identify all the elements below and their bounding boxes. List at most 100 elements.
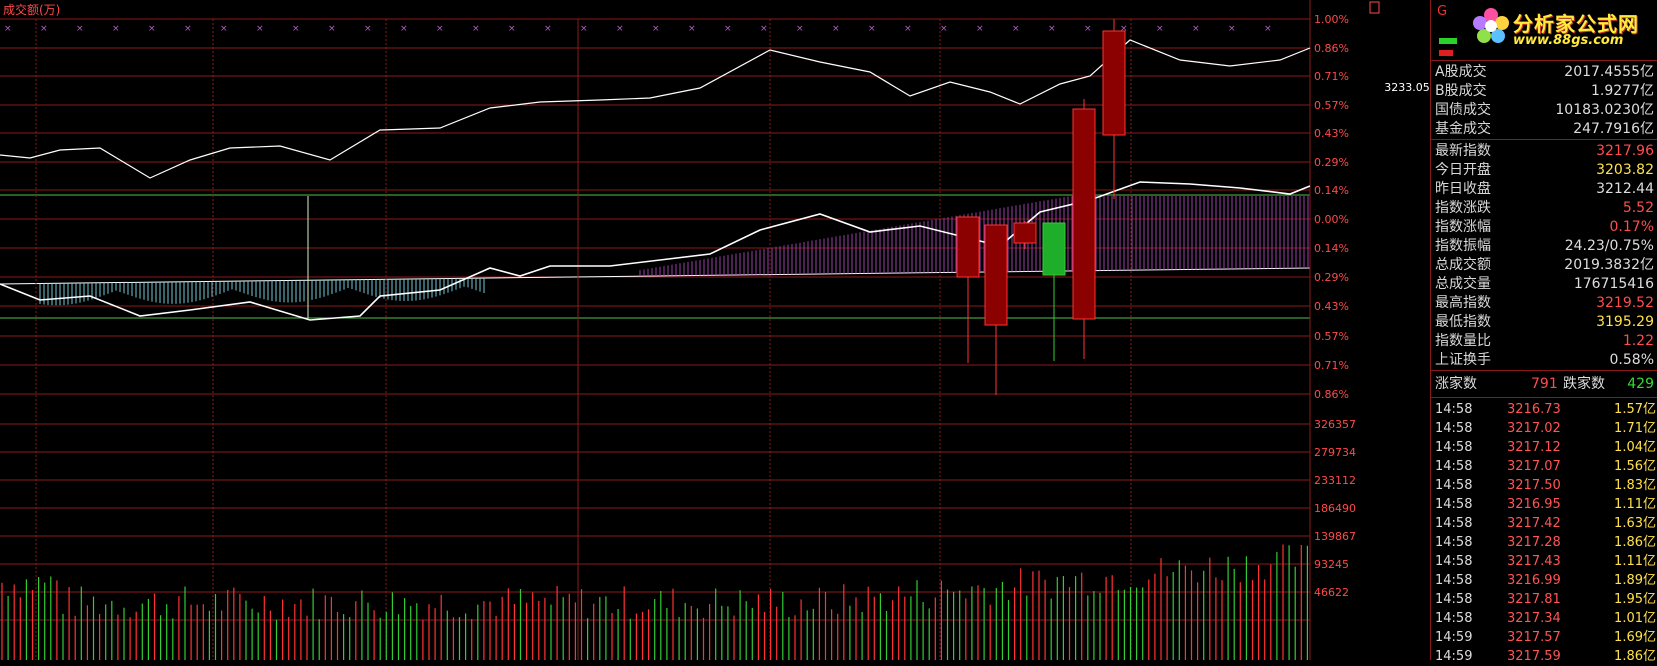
tick-row: 14:59 3217.57 1.69亿 bbox=[1431, 628, 1657, 647]
index-stat-row: 最低指数 3195.29 bbox=[1431, 313, 1657, 332]
cross-marker: × bbox=[256, 24, 264, 34]
advance-decline-row: 涨家数 791 跌家数 429 bbox=[1431, 371, 1657, 397]
tick-time: 14:58 bbox=[1435, 402, 1473, 417]
tick-row: 14:58 3217.07 1.56亿 bbox=[1431, 457, 1657, 476]
tick-time: 14:58 bbox=[1435, 592, 1473, 607]
stat-label: 总成交量 bbox=[1435, 276, 1491, 292]
stat-label: 总成交额 bbox=[1435, 257, 1491, 273]
market-turnover-list: A股成交 2017.4555亿 B股成交 1.9277亿 国债成交 10183.0230亿… bbox=[1431, 61, 1657, 139]
volume-bars bbox=[1, 544, 1309, 660]
candle-body bbox=[956, 216, 980, 278]
tick-amount: 1.57亿 bbox=[1614, 402, 1656, 417]
tick-time: 14:58 bbox=[1435, 478, 1473, 493]
tick-time: 14:58 bbox=[1435, 535, 1473, 550]
index-stat-row: 上证换手 0.58% bbox=[1431, 351, 1657, 370]
stat-label: 最高指数 bbox=[1435, 295, 1491, 311]
tick-price: 3217.02 bbox=[1507, 421, 1561, 436]
chart-area: × × × × × × × × × × × × × × × × × × × × × × × × × × × × × × × × × × × × 1.0… bbox=[0, 0, 1380, 660]
stat-label: 最低指数 bbox=[1435, 314, 1491, 330]
cross-marker: × bbox=[1120, 24, 1128, 34]
candle-body bbox=[1102, 30, 1126, 136]
down-count-value: 429 bbox=[1627, 376, 1654, 392]
tick-price: 3217.42 bbox=[1507, 516, 1561, 531]
turnover-row: B股成交 1.9277亿 bbox=[1431, 82, 1657, 101]
stat-label: 上证换手 bbox=[1435, 352, 1491, 368]
index-stat-row: 昨日收盘 3212.44 bbox=[1431, 180, 1657, 199]
stat-value: 2019.3832亿 bbox=[1564, 257, 1654, 273]
price-axis-tick: 0.71% bbox=[1314, 359, 1349, 372]
tick-amount: 1.04亿 bbox=[1614, 440, 1656, 455]
tick-price: 3217.57 bbox=[1507, 630, 1561, 645]
price-axis-tick: 0.14% bbox=[1314, 242, 1349, 255]
down-indicator-bar bbox=[1439, 50, 1453, 56]
logo-title: 分析家公式网 bbox=[1513, 12, 1639, 36]
price-axis-tick: 0.14% bbox=[1314, 184, 1349, 197]
tick-time: 14:58 bbox=[1435, 516, 1473, 531]
tick-price: 3216.95 bbox=[1507, 497, 1561, 512]
cross-marker: × bbox=[688, 24, 696, 34]
g-label: G bbox=[1437, 4, 1448, 19]
tick-amount: 1.86亿 bbox=[1614, 649, 1656, 664]
price-axis-tick: 0.71% bbox=[1314, 70, 1349, 83]
cross-marker: × bbox=[940, 24, 948, 34]
index-stat-row: 指数涨跌 5.52 bbox=[1431, 199, 1657, 218]
tick-row: 14:58 3216.95 1.11亿 bbox=[1431, 495, 1657, 514]
stat-value: 3217.96 bbox=[1596, 143, 1654, 159]
index-stat-row: 指数涨幅 0.17% bbox=[1431, 218, 1657, 237]
cross-marker: × bbox=[400, 24, 408, 34]
price-axis-tick: 0.57% bbox=[1314, 330, 1349, 343]
stat-value: 10183.0230亿 bbox=[1555, 102, 1654, 118]
index-lines bbox=[0, 39, 1311, 321]
stat-label: 指数量比 bbox=[1435, 333, 1491, 349]
logo-url: www.88gs.com bbox=[1513, 33, 1624, 48]
tick-price: 3217.07 bbox=[1507, 459, 1561, 474]
stat-label: 指数涨幅 bbox=[1435, 219, 1491, 235]
cross-marker: × bbox=[904, 24, 912, 34]
index-stat-row: 总成交量 176715416 bbox=[1431, 275, 1657, 294]
stat-label: 国债成交 bbox=[1435, 102, 1491, 118]
stat-label: 今日开盘 bbox=[1435, 162, 1491, 178]
maximize-icon[interactable] bbox=[1369, 1, 1380, 14]
volume-axis-tick: 46622 bbox=[1314, 586, 1349, 599]
tick-list: 14:58 3216.73 1.57亿 14:58 3217.02 1.71亿 14:58 3… bbox=[1431, 398, 1657, 666]
cross-marker: × bbox=[1264, 24, 1272, 34]
tick-row: 14:58 3216.99 1.89亿 bbox=[1431, 571, 1657, 590]
price-axis-tick: 0.29% bbox=[1314, 271, 1349, 284]
tick-row: 14:58 3217.50 1.83亿 bbox=[1431, 476, 1657, 495]
tick-row: 14:58 3217.42 1.63亿 bbox=[1431, 514, 1657, 533]
tick-price: 3217.43 bbox=[1507, 554, 1561, 569]
stat-value: 1.9277亿 bbox=[1591, 83, 1654, 99]
volume-axis-tick: 139867 bbox=[1314, 530, 1356, 543]
cross-marker: × bbox=[40, 24, 48, 34]
cross-marker: × bbox=[796, 24, 804, 34]
tick-price: 3217.12 bbox=[1507, 440, 1561, 455]
tick-row: 14:58 3217.28 1.86亿 bbox=[1431, 533, 1657, 552]
cross-marker: × bbox=[580, 24, 588, 34]
turnover-row: A股成交 2017.4555亿 bbox=[1431, 63, 1657, 82]
tick-row: 14:58 3216.73 1.57亿 bbox=[1431, 400, 1657, 419]
cross-marker: × bbox=[616, 24, 624, 34]
tick-price: 3216.73 bbox=[1507, 402, 1561, 417]
cross-marker: × bbox=[220, 24, 228, 34]
cross-markers: × × × × × × × × × × × × × × × × × × × × × × × × × × × × × × × × × × × × bbox=[4, 24, 1272, 34]
candle-body bbox=[1042, 222, 1066, 276]
stat-value: 0.17% bbox=[1609, 219, 1654, 235]
cross-marker: × bbox=[508, 24, 516, 34]
cross-marker: × bbox=[148, 24, 156, 34]
stat-value: 3212.44 bbox=[1596, 181, 1654, 197]
tick-time: 14:58 bbox=[1435, 573, 1473, 588]
vertical-grid-lines bbox=[35, 19, 1132, 660]
price-axis-tick: 0.29% bbox=[1314, 156, 1349, 169]
info-panel: G 分析家公式网 www.88gs.com A股成交 2017.4555亿 B股成交… bbox=[1430, 0, 1657, 664]
volume-axis-tick: 279734 bbox=[1314, 446, 1356, 459]
turnover-row: 国债成交 10183.0230亿 bbox=[1431, 101, 1657, 120]
cross-marker: × bbox=[868, 24, 876, 34]
cross-marker: × bbox=[76, 24, 84, 34]
index-stat-row: 最新指数 3217.96 bbox=[1431, 142, 1657, 161]
price-axis-tick: 0.43% bbox=[1314, 300, 1349, 313]
tick-time: 14:58 bbox=[1435, 421, 1473, 436]
stat-label: 指数振幅 bbox=[1435, 238, 1491, 254]
candle-body bbox=[984, 224, 1008, 326]
stat-label: 基金成交 bbox=[1435, 121, 1491, 137]
index-stats-list: 最新指数 3217.96 今日开盘 3203.82 昨日收盘 3212.44 指数涨跌 5.5… bbox=[1431, 140, 1657, 370]
